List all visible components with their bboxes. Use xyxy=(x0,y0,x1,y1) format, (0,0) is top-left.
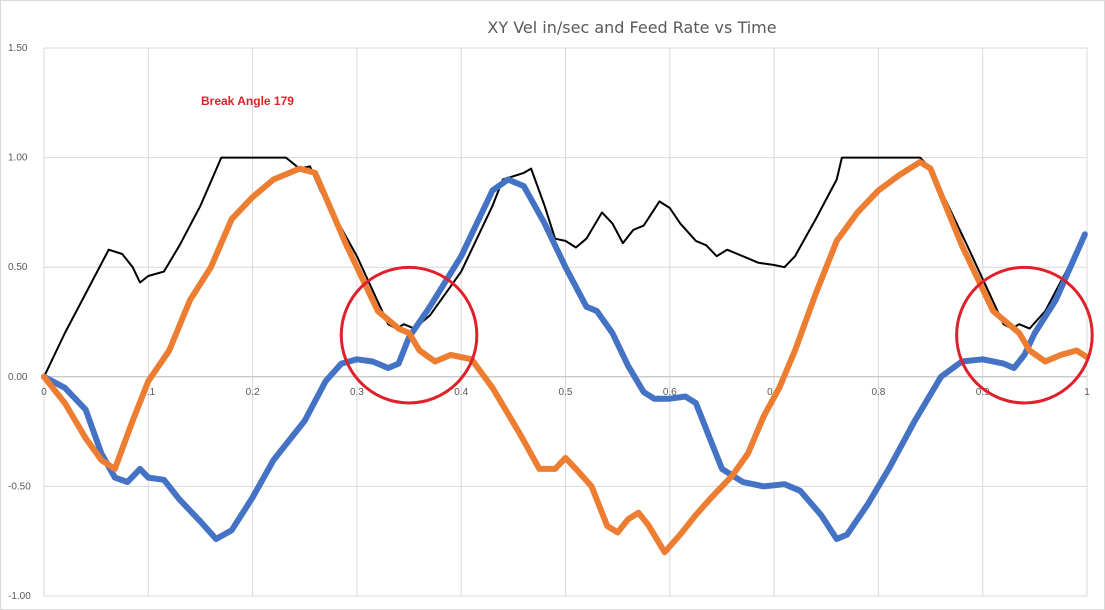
x-tick-label: 0.6 xyxy=(663,387,677,398)
y-tick-label: -0.50 xyxy=(8,481,31,492)
y-axis-ticks: 1.50 1.00 0.50 0.00 -0.50 -1.00 xyxy=(8,43,31,602)
chart-title: XY Vel in/sec and Feed Rate vs Time xyxy=(487,18,776,37)
y-tick-label: -1.00 xyxy=(8,591,31,602)
series-line-2 xyxy=(41,176,1088,542)
x-tick-label: 0.3 xyxy=(350,387,364,398)
y-tick-label: 0.50 xyxy=(8,262,28,273)
annotation-label: Break Angle 179 xyxy=(201,94,294,108)
gridlines xyxy=(43,47,1088,597)
x-tick-label: 0.4 xyxy=(454,387,468,398)
x-tick-label: 0.5 xyxy=(559,387,573,398)
x-tick-label: 0.1 xyxy=(141,387,155,398)
x-tick-label: 0.8 xyxy=(871,387,885,398)
highlight-circle-2 xyxy=(955,265,1094,405)
series-line-1 xyxy=(43,156,1086,378)
y-tick-label: 1.00 xyxy=(8,153,28,164)
x-tick-label: 1 xyxy=(1084,387,1090,398)
highlight-circles xyxy=(339,265,1094,405)
series-group xyxy=(41,156,1090,556)
x-tick-label: 0 xyxy=(41,387,47,398)
y-tick-label: 1.50 xyxy=(8,43,28,54)
highlight-circle-1 xyxy=(339,265,479,405)
y-tick-label: 0.00 xyxy=(8,372,28,383)
x-tick-label: 0.2 xyxy=(246,387,260,398)
series-line-3 xyxy=(41,159,1090,556)
x-tick-label: 0.9 xyxy=(976,387,990,398)
